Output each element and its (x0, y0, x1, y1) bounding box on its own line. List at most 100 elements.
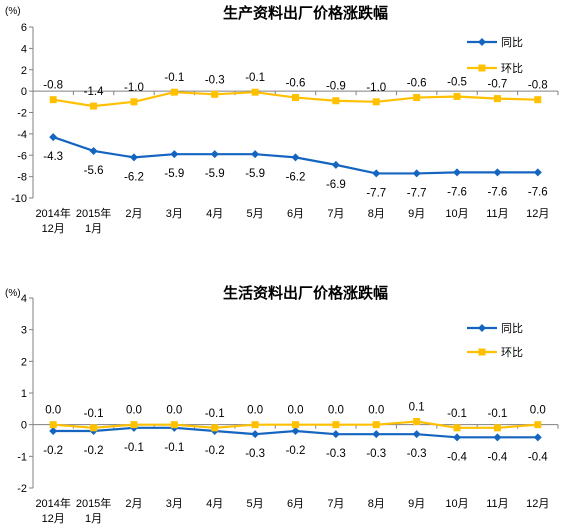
data-point-marker (170, 88, 178, 96)
data-point-marker (453, 168, 462, 177)
x-tick-label: 7月 (327, 498, 344, 510)
x-tick-label: 9月 (408, 208, 425, 220)
data-label: -0.3 (366, 448, 386, 460)
data-label: -5.9 (205, 168, 225, 180)
data-point-marker (90, 102, 98, 110)
y-tick-label: 4 (21, 293, 27, 305)
legend-label: 环比 (501, 346, 523, 359)
legend-marker (478, 324, 486, 332)
y-tick-label: -10 (11, 193, 27, 205)
data-label: -0.1 (488, 408, 508, 420)
data-label: -0.1 (164, 442, 184, 454)
data-point-marker (372, 430, 381, 439)
data-label: 0.0 (530, 405, 546, 417)
data-point-marker (211, 424, 219, 432)
data-point-marker (251, 150, 260, 159)
data-label: 0.0 (126, 405, 142, 417)
x-tick-label: 11月 (486, 208, 508, 220)
x-tick-label: 1月 (85, 223, 102, 235)
y-tick-label: -1 (17, 451, 27, 463)
data-label: -7.6 (447, 186, 467, 198)
data-label: -0.2 (205, 445, 225, 457)
data-point-marker (49, 427, 58, 435)
data-point-marker (372, 421, 380, 429)
data-label: -5.9 (164, 168, 184, 180)
data-point-marker (170, 150, 179, 159)
data-label: -0.8 (43, 80, 63, 92)
x-tick-label: 3月 (166, 498, 183, 510)
x-tick-label: 2015年 (76, 206, 111, 220)
data-label: 0.0 (45, 405, 61, 417)
data-point-marker (331, 430, 340, 439)
x-tick-label: 6月 (287, 498, 304, 510)
data-label: -5.9 (245, 168, 265, 180)
x-tick-label: 7月 (327, 208, 344, 220)
x-tick-label: 12月 (42, 223, 65, 235)
data-point-marker (413, 94, 421, 102)
x-tick-label: 12月 (526, 208, 549, 220)
data-label: -0.2 (286, 445, 306, 457)
x-tick-label: 2015年 (76, 496, 111, 510)
data-label: -0.1 (124, 442, 144, 454)
y-tick-label: 2 (21, 65, 27, 77)
data-label: 0.0 (328, 405, 344, 417)
data-point-marker (332, 421, 340, 429)
data-point-marker (49, 96, 57, 104)
data-point-marker (493, 95, 501, 103)
legend-label: 同比 (501, 36, 523, 49)
data-label: -0.2 (84, 445, 104, 457)
data-point-marker (453, 92, 461, 100)
data-point-marker (251, 430, 260, 439)
data-label: 0.0 (288, 405, 304, 417)
data-label: -1.0 (366, 82, 386, 94)
data-label: -0.9 (326, 81, 346, 93)
data-point-marker (170, 421, 178, 429)
legend-label: 环比 (501, 62, 523, 75)
data-label: -6.2 (286, 171, 306, 183)
legend-marker (478, 64, 486, 72)
data-label: -0.4 (447, 451, 467, 463)
x-tick-label: 4月 (206, 208, 223, 220)
y-tick-label: 2 (21, 356, 27, 368)
y-tick-label: 0 (21, 420, 27, 432)
data-point-marker (49, 421, 57, 429)
data-label: -0.3 (205, 74, 225, 86)
x-tick-label: 10月 (445, 498, 468, 510)
y-unit-label: (%) (5, 288, 21, 299)
data-label: -6.2 (124, 171, 144, 183)
x-tick-label: 5月 (247, 208, 264, 220)
x-tick-label: 8月 (368, 208, 385, 220)
y-tick-label: -4 (17, 129, 27, 141)
y-tick-label: 1 (21, 388, 27, 400)
data-label: -0.3 (407, 448, 427, 460)
data-point-marker (291, 153, 300, 162)
data-point-marker (332, 97, 340, 105)
data-label: -0.2 (43, 445, 63, 457)
y-tick-label: 6 (21, 22, 27, 34)
data-point-marker (210, 150, 219, 159)
data-label: -6.9 (326, 179, 346, 191)
x-tick-label: 6月 (287, 208, 304, 220)
data-point-marker (412, 169, 421, 178)
data-label: -7.6 (488, 186, 508, 198)
chart-title: 生产资料出厂价格涨跌幅 (223, 4, 388, 22)
data-label: 0.1 (409, 402, 425, 414)
y-tick-label: -6 (17, 150, 27, 162)
x-tick-label: 2014年 (35, 206, 70, 220)
data-point-marker (251, 88, 259, 96)
data-point-marker (534, 421, 542, 429)
data-label: -0.3 (326, 448, 346, 460)
x-tick-label: 10月 (445, 208, 468, 220)
legend-label: 同比 (501, 322, 523, 335)
data-label: -0.8 (528, 80, 548, 92)
data-label: -0.1 (164, 72, 184, 84)
data-point-marker (89, 146, 98, 155)
data-point-marker (291, 427, 300, 435)
data-label: -0.1 (205, 408, 225, 420)
y-tick-label: 0 (21, 86, 27, 98)
chart-title: 生活资料出厂价格涨跌幅 (223, 284, 388, 302)
data-point-marker (533, 168, 542, 177)
data-label: 0.0 (166, 405, 182, 417)
data-label: -0.6 (286, 78, 306, 90)
